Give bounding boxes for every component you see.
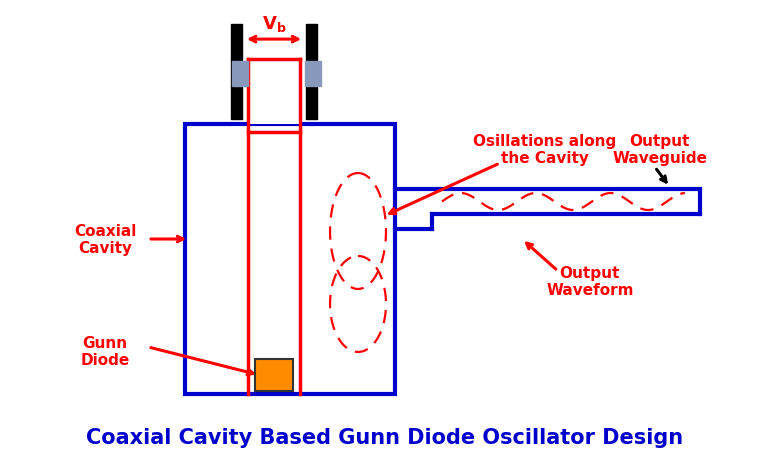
Bar bbox=[255, 359, 293, 391]
Bar bbox=[231, 25, 242, 120]
Text: Coaxial Cavity Based Gunn Diode Oscillator Design: Coaxial Cavity Based Gunn Diode Oscillat… bbox=[86, 427, 684, 447]
Bar bbox=[248, 60, 300, 125]
Bar bbox=[306, 25, 317, 120]
Bar bbox=[232, 62, 248, 87]
Text: $\mathbf{V_b}$: $\mathbf{V_b}$ bbox=[262, 14, 286, 34]
Text: Osillations along
the Cavity: Osillations along the Cavity bbox=[474, 134, 617, 166]
Text: Output
Waveguide: Output Waveguide bbox=[612, 134, 708, 166]
Bar bbox=[305, 62, 321, 87]
Text: Output
Waveform: Output Waveform bbox=[546, 265, 634, 297]
Text: Coaxial
Cavity: Coaxial Cavity bbox=[74, 224, 136, 256]
Text: Gunn
Diode: Gunn Diode bbox=[81, 335, 130, 367]
